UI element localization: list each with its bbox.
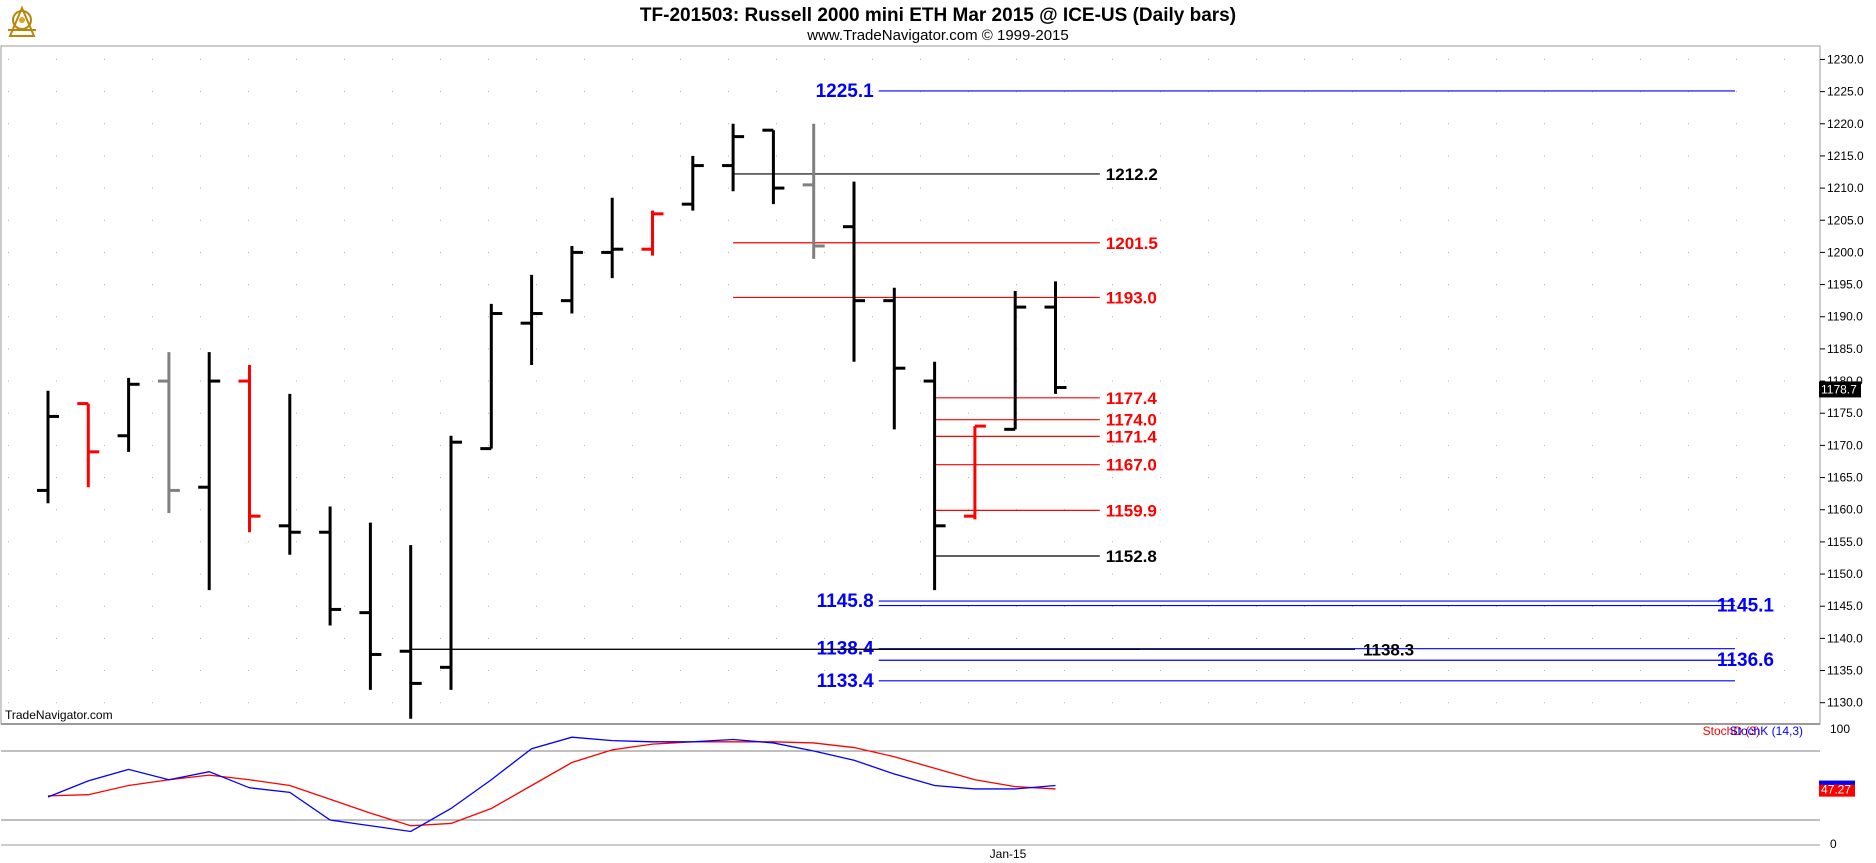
level-label: 1212.2 — [1106, 165, 1158, 184]
ohlc-bars — [37, 123, 1067, 719]
stoch-reference-lines — [1, 750, 1820, 821]
stoch-axis: 0 100 47.27 — [1819, 722, 1855, 851]
y-tick-label: 1195.0 — [1827, 278, 1863, 292]
stochastic-panel: 0 100 47.27 StochD (3) StochK (14,3) — [1, 722, 1855, 851]
level-label: 1225.1 — [816, 81, 875, 102]
x-tick-label: Jan-15 — [990, 847, 1027, 861]
level-label: 1145.8 — [817, 591, 874, 612]
sextant-logo-icon — [8, 5, 36, 37]
level-label: 1177.4 — [1106, 389, 1158, 408]
y-tick-label: 1155.0 — [1827, 535, 1863, 549]
level-label: 1133.4 — [817, 671, 874, 692]
level-label: 1193.0 — [1106, 288, 1157, 307]
chart-subtitle: www.TradeNavigator.com © 1999-2015 — [806, 27, 1068, 44]
legend-stochK: StochK (14,3) — [1730, 724, 1803, 738]
stoch-lines — [47, 736, 1056, 833]
level-label: 1174.0 — [1106, 411, 1157, 430]
level-label: 1159.9 — [1106, 501, 1157, 520]
stoch-series-stochD — [47, 741, 1056, 827]
stoch-tick-label: 0 — [1830, 837, 1837, 851]
y-tick-label: 1140.0 — [1827, 631, 1863, 645]
level-label: 1201.5 — [1106, 234, 1158, 253]
y-tick-label: 1170.0 — [1827, 438, 1863, 452]
level-label: 1152.8 — [1106, 547, 1157, 566]
y-tick-label: 1185.0 — [1827, 342, 1863, 356]
y-tick-label: 1175.0 — [1827, 406, 1863, 420]
watermark: TradeNavigator.com — [5, 708, 113, 722]
level-label: 1171.4 — [1106, 427, 1158, 446]
level-label: 1167.0 — [1106, 456, 1157, 475]
level-label: 1138.3 — [1363, 640, 1414, 659]
y-tick-label: 1225.0 — [1827, 85, 1864, 99]
x-axis: Jan-15 — [990, 847, 1027, 861]
level-label: 1145.1 — [1717, 596, 1774, 617]
y-tick-label: 1160.0 — [1827, 503, 1863, 517]
price-grid — [8, 58, 1816, 704]
y-tick-label: 1220.0 — [1827, 117, 1864, 131]
y-tick-label: 1135.0 — [1827, 664, 1863, 678]
y-tick-label: 1165.0 — [1827, 471, 1863, 485]
stoch-last-box-k — [1819, 780, 1855, 785]
level-lines: 1225.1 1212.2 1201.5 1193.0 1177.4 1174.01171… — [410, 81, 1774, 692]
y-tick-label: 1205.0 — [1827, 213, 1864, 227]
y-tick-label: 1200.0 — [1827, 245, 1864, 259]
y-tick-label: 1210.0 — [1827, 181, 1864, 195]
legend-stochD: StochD (3) — [1703, 724, 1760, 738]
stoch-last-label: 47.27 — [1821, 783, 1851, 797]
y-tick-label: 1130.0 — [1827, 696, 1863, 710]
last-price-label: 1178.7 — [1821, 382, 1857, 396]
y-tick-label: 1190.0 — [1827, 310, 1863, 324]
last-price-box — [1819, 381, 1861, 398]
price-axis: 1130.0 1135.0 1140.0 1145.0 1150.0 1155.0 1160… — [1819, 52, 1864, 710]
stoch-tick-label: 100 — [1830, 722, 1850, 736]
logo — [8, 5, 36, 37]
level-label: 1136.6 — [1717, 650, 1774, 671]
price-panel: 1225.1 1212.2 1201.5 1193.0 1177.4 1174.01171… — [0, 45, 1864, 846]
y-tick-label: 1215.0 — [1827, 149, 1864, 163]
chart-title: TF-201503: Russell 2000 mini ETH Mar 201… — [640, 5, 1236, 26]
y-tick-label: 1230.0 — [1827, 52, 1864, 66]
y-tick-label: 1145.0 — [1827, 599, 1863, 613]
stoch-series-stochK — [47, 736, 1056, 833]
y-tick-label: 1150.0 — [1827, 567, 1863, 581]
